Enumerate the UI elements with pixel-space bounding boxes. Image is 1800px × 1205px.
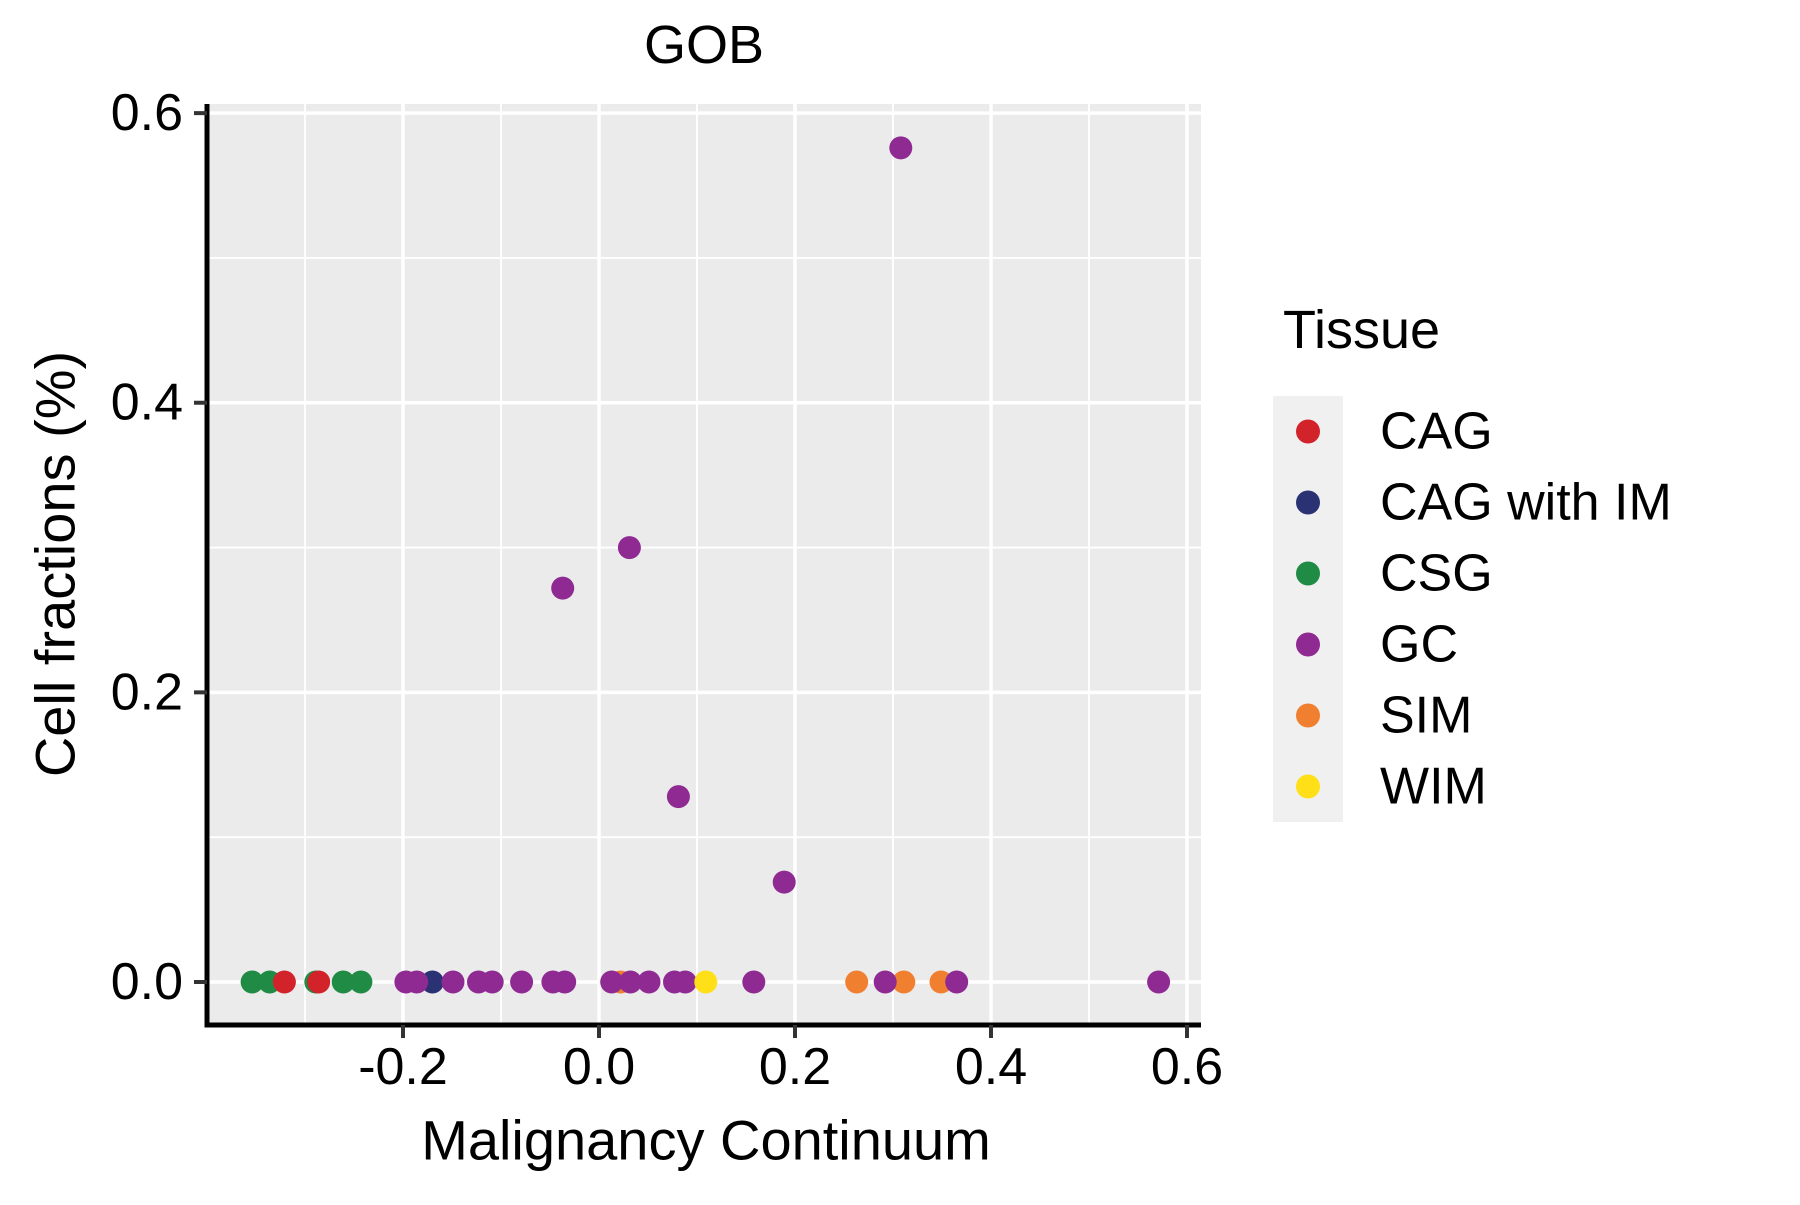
x-tick-label: 0.6 [1151, 1038, 1223, 1096]
y-tick-label: 0.0 [111, 953, 183, 1011]
point-sim [845, 970, 869, 994]
legend-label: CAG [1380, 403, 1493, 461]
legend-label: WIM [1380, 758, 1487, 816]
x-tick-labels: -0.2 0.0 0.2 0.4 0.6 [358, 1038, 1223, 1096]
tick-marks [194, 111, 1189, 1038]
point-sim [892, 970, 916, 994]
point-csg [240, 970, 264, 994]
data-points [240, 136, 1171, 994]
point-csg [349, 970, 373, 994]
point-wim [694, 970, 718, 994]
point-gc [441, 970, 465, 994]
legend-swatch-sim [1296, 703, 1320, 728]
legend-label: CSG [1380, 545, 1493, 603]
point-gc [889, 136, 913, 160]
point-gc [510, 970, 534, 994]
point-csg [331, 970, 355, 994]
point-gc [551, 576, 575, 600]
x-tick-label: 0.0 [563, 1038, 635, 1096]
axes [204, 104, 1201, 1028]
legend: CAG CAG with IM CSG GC SIM WIM [1273, 396, 1672, 822]
point-gc [873, 970, 897, 994]
point-gc [617, 536, 641, 560]
point-gc [772, 870, 796, 894]
point-gc [480, 970, 504, 994]
point-cag [307, 970, 331, 994]
point-gc [673, 970, 697, 994]
legend-swatch-wim [1296, 774, 1320, 799]
x-tick-label: 0.4 [955, 1038, 1027, 1096]
x-tick-label: -0.2 [358, 1038, 448, 1096]
y-tick-label: 0.6 [111, 84, 183, 142]
point-gc [553, 970, 577, 994]
y-tick-labels: 0.0 0.2 0.4 0.6 [111, 84, 183, 1011]
point-gc [666, 785, 690, 809]
plot-title: GOB [644, 15, 764, 75]
point-gc [600, 970, 624, 994]
legend-title: Tissue [1283, 300, 1440, 360]
plot-panel [207, 104, 1201, 1025]
legend-label: CAG with IM [1380, 474, 1672, 532]
point-gc [637, 970, 661, 994]
legend-swatch-csg [1296, 561, 1320, 586]
point-gc [405, 970, 429, 994]
x-axis-title: Malignancy Continuum [421, 1109, 991, 1172]
legend-swatch-gc [1296, 632, 1320, 657]
point-cag [272, 970, 296, 994]
point-gc [742, 970, 766, 994]
minor-gridlines [207, 104, 1201, 1025]
legend-label: SIM [1380, 687, 1472, 745]
legend-swatch-cag [1296, 419, 1320, 444]
point-gc [945, 970, 969, 994]
y-tick-label: 0.2 [111, 663, 183, 721]
legend-label: GC [1380, 616, 1458, 674]
x-tick-label: 0.2 [759, 1038, 831, 1096]
legend-swatch-cag-with-im [1296, 490, 1320, 515]
point-gc [1147, 970, 1171, 994]
point-gc [618, 970, 642, 994]
y-tick-label: 0.4 [111, 374, 183, 432]
y-axis-title: Cell fractions (%) [24, 351, 87, 777]
